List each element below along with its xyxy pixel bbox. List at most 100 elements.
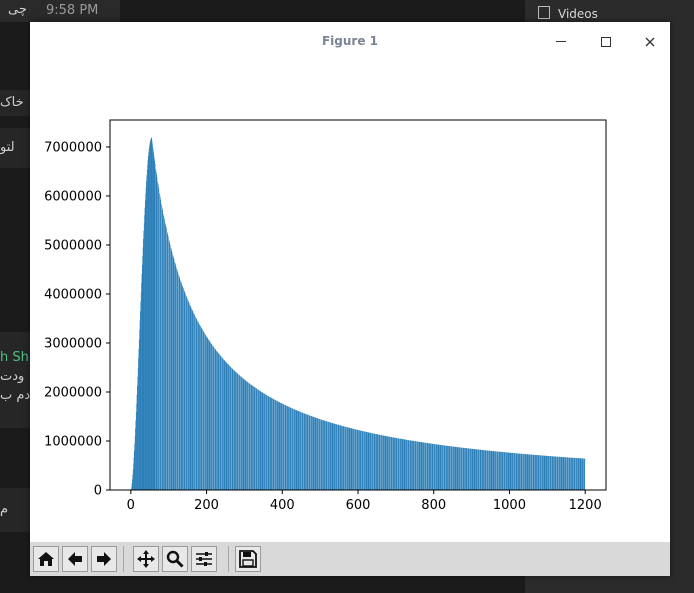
chart-bar xyxy=(248,382,249,490)
chart-bar xyxy=(216,351,218,490)
chart-bar xyxy=(433,443,434,490)
chart-bar xyxy=(182,285,183,490)
chart-bar xyxy=(575,457,576,490)
chart-bar xyxy=(143,222,145,491)
pan-button[interactable] xyxy=(133,546,159,572)
save-button[interactable] xyxy=(235,546,261,572)
title-bar[interactable]: Figure 1 xyxy=(30,22,670,62)
chart-bar xyxy=(266,394,267,490)
chart-bar xyxy=(525,454,526,490)
chart-bar xyxy=(491,450,492,490)
chart-bar xyxy=(189,304,191,490)
chart-bar xyxy=(205,335,207,490)
chart-bar xyxy=(215,349,216,490)
chart-bar xyxy=(487,450,489,490)
chart-bar xyxy=(138,339,140,490)
chart-bar xyxy=(363,431,365,490)
navigation-toolbar xyxy=(30,542,670,576)
chart-bar xyxy=(456,447,458,490)
chart-bar xyxy=(172,255,174,490)
chart-bar xyxy=(319,418,320,490)
chart-bar xyxy=(528,454,530,490)
chart-bar xyxy=(297,410,299,490)
chart-bar xyxy=(311,416,313,490)
chart-bar xyxy=(502,452,503,490)
chart-bar xyxy=(544,455,546,490)
maximize-icon xyxy=(601,36,611,47)
chart-bar xyxy=(202,329,203,490)
chart-bar xyxy=(464,447,465,490)
chart-bar xyxy=(267,395,268,490)
close-button[interactable] xyxy=(640,32,660,52)
chart-bar xyxy=(131,486,132,490)
chart-bar xyxy=(546,455,547,490)
chart-bar xyxy=(364,431,365,490)
chart-bar xyxy=(485,450,487,490)
back-button[interactable] xyxy=(62,546,88,572)
chart-bar xyxy=(329,422,331,490)
chart-bar xyxy=(514,453,515,490)
chart-bar xyxy=(215,349,216,490)
sidebar-item-videos[interactable]: Videos xyxy=(538,6,598,21)
background-topbar: چی 9:58 PM xyxy=(0,0,120,22)
chart-bar xyxy=(569,457,570,490)
chart-bar xyxy=(305,413,306,490)
chart-bar xyxy=(361,430,363,490)
chart-bar xyxy=(253,386,254,490)
chart-bar xyxy=(313,416,314,490)
minimize-button[interactable] xyxy=(551,32,571,52)
chart-bar xyxy=(313,417,315,490)
chart-bar xyxy=(545,455,547,490)
chart-bar xyxy=(134,450,135,490)
forward-button[interactable] xyxy=(91,546,117,572)
chart-bar xyxy=(448,445,449,490)
chart-bar xyxy=(377,434,379,490)
chart-bar xyxy=(542,455,544,490)
chart-bar xyxy=(136,403,137,490)
chart-bar xyxy=(570,457,572,490)
zoom-button[interactable] xyxy=(162,546,188,572)
chart-bar xyxy=(362,431,364,490)
chart-bar xyxy=(288,406,290,490)
chart-bar xyxy=(307,414,308,490)
chart-bar xyxy=(565,457,567,490)
chart-bar xyxy=(474,449,475,490)
bar-chart[interactable]: 0 200 400 600 800 1000 1200 0 1000000 2000000 3000… xyxy=(30,62,670,542)
chart-bar xyxy=(199,325,201,490)
chart-bar xyxy=(527,454,528,490)
chart-bar xyxy=(516,453,517,490)
chart-bar xyxy=(401,438,403,490)
chart-bar xyxy=(301,412,302,490)
chart-bar xyxy=(180,282,182,490)
chart-bar xyxy=(375,433,376,490)
chart-bar xyxy=(504,452,505,490)
chart-bar xyxy=(421,442,422,490)
chart-bar xyxy=(483,450,484,490)
chart-bar xyxy=(289,407,290,490)
home-button[interactable] xyxy=(33,546,59,572)
maximize-button[interactable] xyxy=(596,32,616,52)
chart-bar xyxy=(508,452,510,490)
chart-bar xyxy=(466,448,467,490)
chart-bar xyxy=(318,418,319,490)
chart-bar xyxy=(414,441,415,490)
chart-bar xyxy=(557,456,558,490)
chart-bar xyxy=(312,416,314,490)
chart-bar xyxy=(196,318,197,490)
chart-bar xyxy=(492,451,494,490)
configure-subplots-button[interactable] xyxy=(191,546,217,572)
chart-bar xyxy=(374,433,375,490)
chart-bar xyxy=(243,378,244,490)
chart-bar xyxy=(150,138,152,490)
chart-bar xyxy=(144,215,145,490)
chart-bar xyxy=(387,436,388,490)
chart-bar xyxy=(566,457,567,490)
chart-bar xyxy=(432,443,433,490)
chart-bar xyxy=(257,389,258,490)
chart-bar xyxy=(195,317,197,490)
chart-bar xyxy=(250,384,251,490)
chart-bar xyxy=(536,455,537,490)
chart-bar xyxy=(360,430,362,490)
chart-bar xyxy=(275,400,277,490)
chart-bar xyxy=(404,439,405,490)
